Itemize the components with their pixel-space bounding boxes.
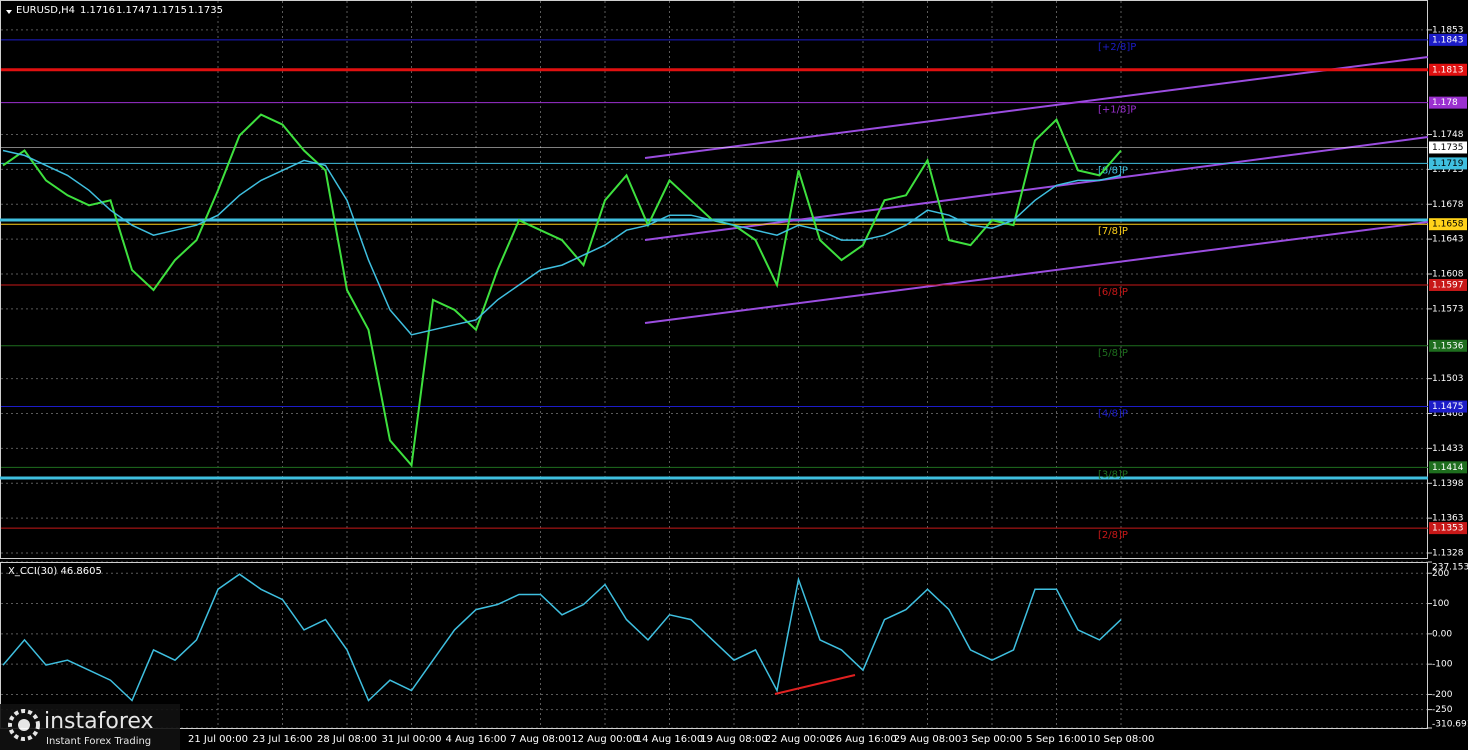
x-tick-label: 21 Jul 00:00 [188,734,248,745]
series-line [2,573,1122,702]
x-tick-label: 28 Jul 08:00 [317,734,377,745]
price-tag-label: 1.1813 [1432,65,1464,75]
x-tick-label: 26 Aug 16:00 [829,734,896,745]
x-tick-label: 29 Aug 08:00 [894,734,961,745]
y-tick-label: 237.1533 [1432,563,1468,573]
cci-panel-frame [0,562,1428,729]
indicator-title: X_CCI(30) 46.8605 [8,566,102,577]
channel-line [644,221,1429,324]
y-tick-label: 1.1398 [1432,479,1464,489]
price-tag [1429,96,1467,109]
y-tick-label: 100 [1432,599,1449,609]
price-tag [1429,461,1467,474]
level-label: [4/8]P [1098,409,1128,420]
logo: instaforex Instant Forex Trading [0,704,180,750]
x-tick-label: 23 Jul 16:00 [253,734,313,745]
price-tag-label: 1.1597 [1432,280,1464,290]
price-tag [1429,33,1467,46]
y-tick-label: 1.1748 [1432,130,1464,140]
price-tag-label: 1.1719 [1432,159,1464,169]
x-tick-label: 7 Aug 08:00 [510,734,571,745]
price-tag [1429,157,1467,170]
x-tick-label: 10 Sep 08:00 [1088,734,1155,745]
price-tag-label: 1.1475 [1432,402,1464,412]
logo-brand: instaforex [44,709,154,734]
level-label: [+1/8]P [1098,105,1136,116]
menu-arrow [6,10,12,14]
x-tick-label: 19 Aug 08:00 [700,734,767,745]
price-tag [1429,278,1467,291]
level-label: [+2/8]P [1098,42,1136,53]
plot-layer: 21 Jul 00:00 23 Jul 16:00 28 Jul 08:00 31 J… [1,5,1468,745]
price-tag-label: 1.1536 [1432,341,1464,351]
ohlc-value: 1.1735 [188,5,223,16]
price-tag-label: 1.178 [1432,98,1458,108]
x-tick-label: 3 Sep 00:00 [962,734,1022,745]
ohlc-value: 1.1747 [116,5,151,16]
x-tick-label: 12 Aug 00:00 [571,734,638,745]
y-tick-label: 1.1573 [1432,304,1464,314]
price-tag-label: 1.1843 [1432,35,1464,45]
y-tick-label: 1.1853 [1432,25,1464,35]
x-tick-label: 31 Jul 00:00 [382,734,442,745]
y-tick-label: 1.1713 [1432,165,1464,175]
channel-line [644,56,1429,159]
x-tick-label: 14 Aug 16:00 [636,734,703,745]
y-tick-label: -310.6914 [1432,720,1468,730]
y-tick-label: -250 [1432,705,1453,715]
price-tag [1429,141,1467,154]
level-label: [8/8]P [1098,165,1128,176]
level-label: [2/8]P [1098,530,1128,541]
ohlc-value: 1.1716 [80,5,115,16]
price-tag [1429,63,1467,76]
price-tag [1429,400,1467,413]
y-tick-label: 1.1468 [1432,409,1464,419]
y-tick-label: 1.1608 [1432,270,1464,280]
price-tag-label: 1.1353 [1432,524,1464,534]
logo-gear [8,709,40,741]
price-tag [1429,522,1467,535]
x-tick-label: 22 Aug 00:00 [765,734,832,745]
y-tick-label: 1.1503 [1432,374,1464,384]
y-tick-label: 200 [1432,569,1449,579]
level-label: [7/8]P [1098,226,1128,237]
series-line [2,113,1122,468]
price-tag-label: 1.1414 [1432,463,1464,473]
price-tag-label: 1.1735 [1432,143,1464,153]
series-line [2,149,1122,336]
divergence-line [774,674,856,695]
price-tag-label: 1.1658 [1432,220,1464,230]
y-tick-label: 0.00 [1432,629,1452,639]
price-tag [1429,339,1467,352]
price-tag [1429,218,1467,231]
y-tick-label: 1.1643 [1432,235,1464,245]
x-tick-label: 4 Aug 16:00 [445,734,506,745]
ohlc-value: 1.1715 [152,5,187,16]
level-label: [6/8]P [1098,287,1128,298]
y-tick-label: -100 [1432,660,1453,670]
x-tick-label: 5 Sep 16:00 [1026,734,1086,745]
y-tick-label: 1.1363 [1432,514,1464,524]
price-panel-frame [0,0,1428,559]
chart-title: EURUSD,H4 [16,5,75,16]
logo-tagline: Instant Forex Trading [46,736,151,747]
y-tick-label: 1.1328 [1432,549,1464,559]
logo-hub [18,719,30,731]
level-label: [3/8]P [1098,469,1128,480]
channel-line [644,136,1429,241]
y-tick-label: 1.1678 [1432,200,1464,210]
y-tick-label: -200 [1432,690,1453,700]
level-label: [5/8]P [1098,348,1128,359]
y-tick-label: 1.1433 [1432,444,1464,454]
